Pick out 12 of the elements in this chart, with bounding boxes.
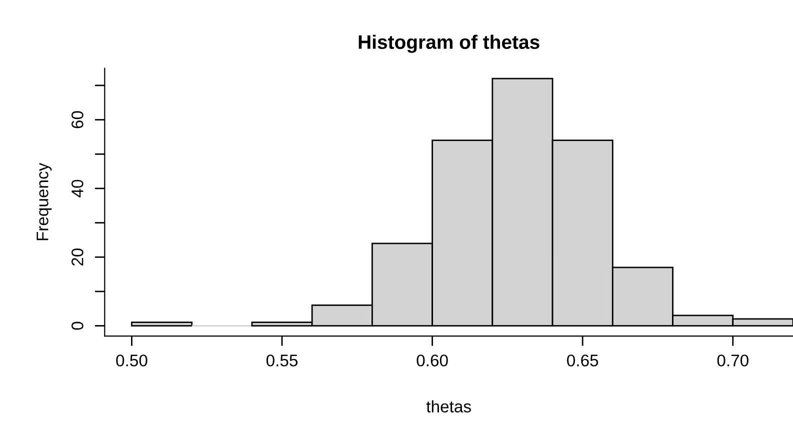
- x-tick-label: 0.60: [416, 354, 448, 366]
- y-tick-label: 20: [72, 248, 84, 266]
- chart-title: Histogram of thetas: [358, 34, 540, 53]
- x-axis-title: thetas: [426, 400, 471, 412]
- y-tick-label: 40: [72, 180, 84, 198]
- x-tick-label: 0.50: [116, 354, 148, 366]
- x-tick-label: 0.55: [266, 354, 298, 366]
- x-tick-label: 0.70: [717, 354, 748, 366]
- y-tick-label: 0: [72, 322, 84, 330]
- y-axis-title: Frequency: [36, 162, 52, 240]
- y-tick-label: 60: [72, 111, 84, 128]
- x-tick-label: 0.65: [567, 354, 598, 366]
